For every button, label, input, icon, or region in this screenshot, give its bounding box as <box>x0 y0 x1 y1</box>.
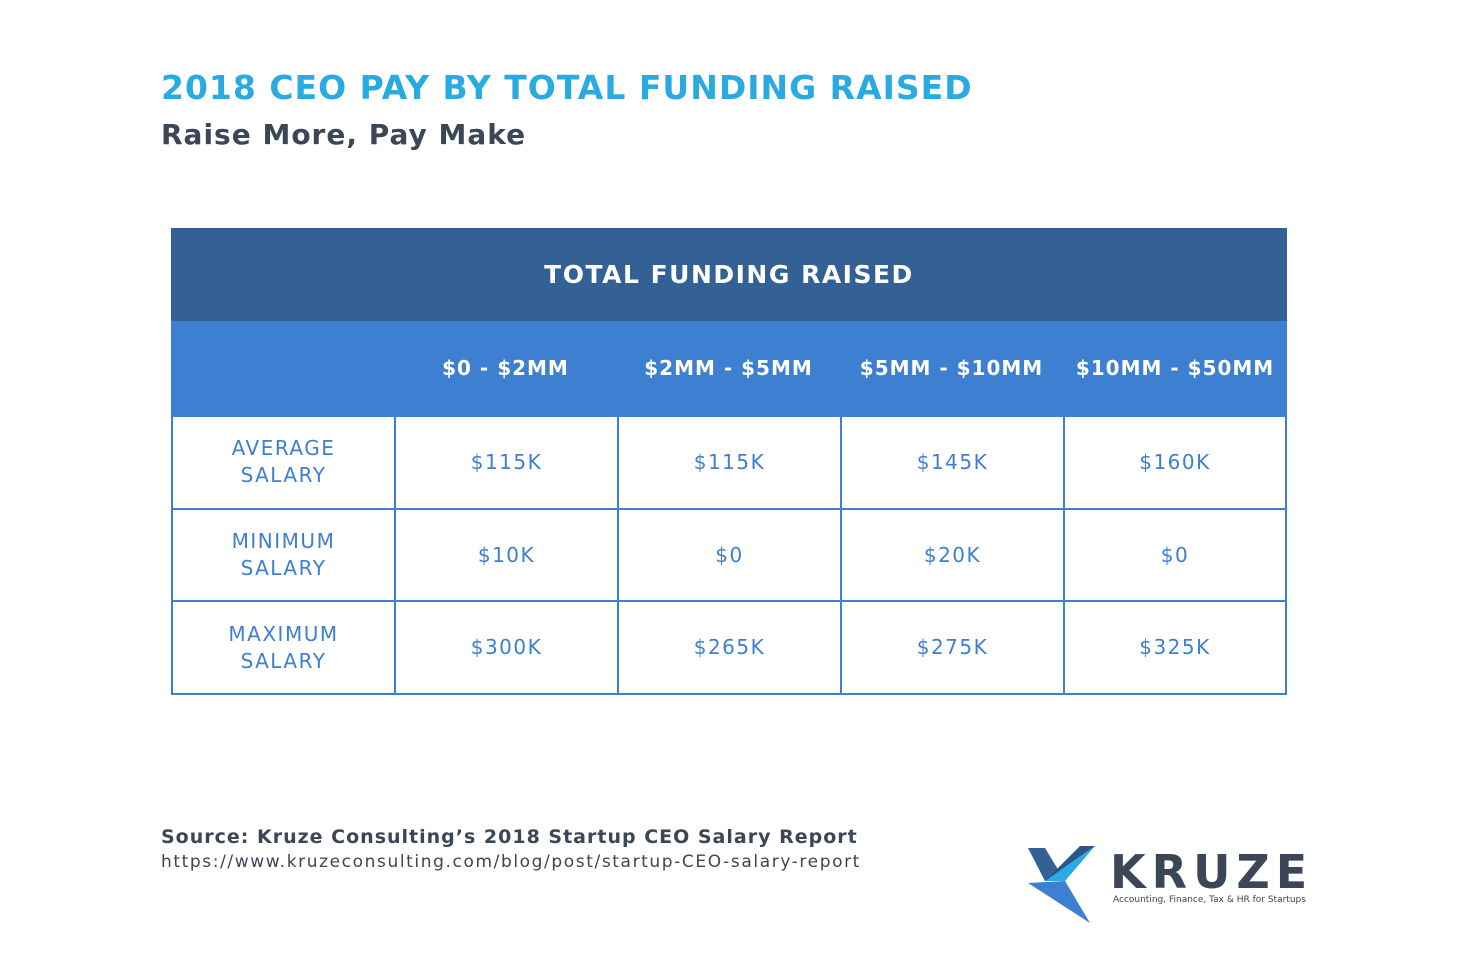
cell: $300K <box>394 600 619 696</box>
cell: $0 <box>617 507 842 603</box>
column-header-band <box>171 321 1287 415</box>
row-label: MAXIMUM SALARY <box>171 600 396 696</box>
cell: $115K <box>394 415 619 510</box>
cell: $265K <box>617 600 842 696</box>
cell: $10K <box>394 507 619 603</box>
table-caption: TOTAL FUNDING RAISED <box>171 228 1287 321</box>
logo-name: KRUZE <box>1110 845 1314 899</box>
cell: $275K <box>840 600 1065 696</box>
cell: $145K <box>840 415 1065 510</box>
source-url: https://www.kruzeconsulting.com/blog/pos… <box>161 852 861 872</box>
table: TOTAL FUNDING RAISED $0 - $2MM $2MM - $5M… <box>171 228 1287 696</box>
cell: $115K <box>617 415 842 510</box>
title: 2018 CEO PAY BY TOTAL FUNDING RAISED <box>161 68 973 107</box>
cell: $160K <box>1063 415 1287 510</box>
row-label: AVERAGE SALARY <box>171 415 396 510</box>
column-header: $10MM - $50MM <box>1075 356 1275 380</box>
column-header: $2MM - $5MM <box>644 356 813 380</box>
cell: $325K <box>1063 600 1287 696</box>
row-label: MINIMUM SALARY <box>171 507 396 603</box>
logo-tagline: Accounting, Finance, Tax & HR for Startu… <box>1113 895 1306 905</box>
subtitle: Raise More, Pay Make <box>161 118 527 151</box>
logo-icon <box>1028 846 1095 923</box>
column-header: $0 - $2MM <box>442 356 569 380</box>
column-header: $5MM - $10MM <box>859 356 1044 380</box>
cell: $20K <box>840 507 1065 603</box>
cell: $0 <box>1063 507 1287 603</box>
source: Source: Kruze Consulting’s 2018 Startup … <box>161 826 858 848</box>
